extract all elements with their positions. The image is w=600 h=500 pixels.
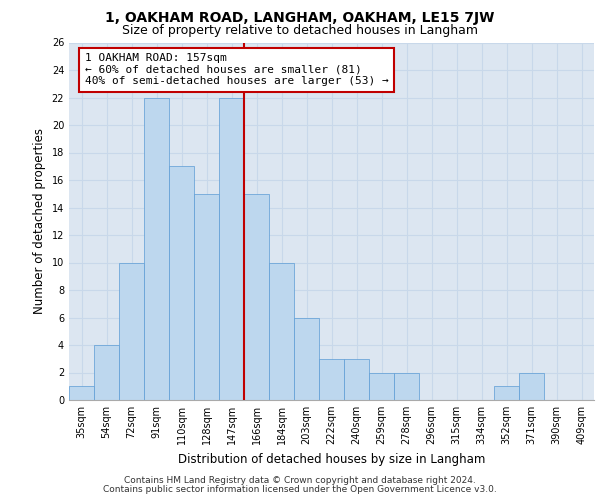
Text: Contains public sector information licensed under the Open Government Licence v3: Contains public sector information licen…	[103, 485, 497, 494]
Bar	[269, 262, 294, 400]
Y-axis label: Number of detached properties: Number of detached properties	[33, 128, 46, 314]
Bar	[394, 372, 419, 400]
Bar	[344, 359, 369, 400]
Text: 1, OAKHAM ROAD, LANGHAM, OAKHAM, LE15 7JW: 1, OAKHAM ROAD, LANGHAM, OAKHAM, LE15 7J…	[106, 11, 494, 25]
Bar	[494, 386, 519, 400]
Text: 1 OAKHAM ROAD: 157sqm
← 60% of detached houses are smaller (81)
40% of semi-deta: 1 OAKHAM ROAD: 157sqm ← 60% of detached …	[85, 53, 389, 86]
X-axis label: Distribution of detached houses by size in Langham: Distribution of detached houses by size …	[178, 452, 485, 466]
Bar	[219, 98, 244, 400]
Bar	[369, 372, 394, 400]
Bar	[194, 194, 219, 400]
Bar	[319, 359, 344, 400]
Bar	[144, 98, 169, 400]
Bar	[69, 386, 94, 400]
Bar	[519, 372, 544, 400]
Bar	[119, 262, 144, 400]
Text: Size of property relative to detached houses in Langham: Size of property relative to detached ho…	[122, 24, 478, 37]
Text: Contains HM Land Registry data © Crown copyright and database right 2024.: Contains HM Land Registry data © Crown c…	[124, 476, 476, 485]
Bar	[94, 345, 119, 400]
Bar	[169, 166, 194, 400]
Bar	[244, 194, 269, 400]
Bar	[294, 318, 319, 400]
